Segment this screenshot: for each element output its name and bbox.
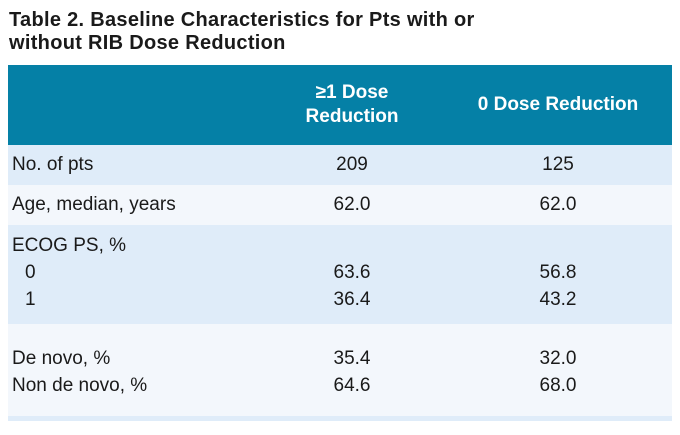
row-value-ge1-dose: 63.6: [333, 261, 371, 283]
table-bottom-strip: [8, 416, 672, 421]
row-label: Age, median, years: [12, 194, 176, 215]
table-row-de-novo: De novo, % 35.4 32.0: [8, 345, 672, 372]
header-cell-ge1-dose-reduction: ≥1 Dose Reduction: [260, 65, 444, 145]
table-group-de-novo: De novo, % 35.4 32.0 Non de novo, % 64.6…: [8, 324, 672, 416]
row-label: De novo, %: [12, 347, 111, 369]
header-cell-empty: [8, 65, 260, 145]
row-value-0-dose: 68.0: [539, 374, 577, 396]
table-group-age-median: Age, median, years 62.0 62.0: [8, 185, 672, 225]
row-value-ge1-dose: 62.0: [333, 194, 371, 215]
row-label: No. of pts: [12, 154, 94, 175]
table-group-ecog-ps: ECOG PS, % 0 63.6 56.8 1 36.4 43.2: [8, 225, 672, 324]
row-label: Non de novo, %: [12, 374, 148, 396]
row-value-0-dose: 56.8: [539, 261, 577, 283]
baseline-characteristics-table: ≥1 Dose Reduction 0 Dose Reduction No. o…: [8, 65, 672, 416]
table-row-age-median: Age, median, years 62.0 62.0: [8, 185, 672, 225]
header-label-0-dose-reduction: 0 Dose Reduction: [477, 94, 639, 115]
header-cell-0-dose-reduction: 0 Dose Reduction: [444, 65, 672, 145]
row-value-0-dose: 125: [542, 154, 574, 175]
row-value-0-dose: 62.0: [539, 194, 577, 215]
row-value-ge1-dose: 36.4: [333, 288, 371, 310]
table-row-ecog-ps-header: ECOG PS, %: [8, 232, 672, 259]
table-row-ecog-0: 0 63.6 56.8: [8, 259, 672, 286]
table-title-line-1: Table 2. Baseline Characteristics for Pt…: [9, 9, 475, 31]
table-row-non-de-novo: Non de novo, % 64.6 68.0: [8, 372, 672, 399]
row-value-ge1-dose: 35.4: [333, 347, 371, 369]
row-value-ge1-dose: 64.6: [333, 374, 371, 396]
row-label: ECOG PS, %: [12, 234, 127, 256]
row-label: 1: [25, 288, 36, 310]
row-value-0-dose: 43.2: [539, 288, 577, 310]
table-row-ecog-1: 1 36.4 43.2: [8, 286, 672, 313]
row-value-ge1-dose: 209: [336, 154, 368, 175]
row-value-0-dose: 32.0: [539, 347, 577, 369]
table-title-line-2: without RIB Dose Reduction: [9, 32, 286, 54]
row-label: 0: [25, 261, 36, 283]
table-row-no-of-pts: No. of pts 209 125: [8, 145, 672, 185]
table-header-row: ≥1 Dose Reduction 0 Dose Reduction: [8, 65, 672, 145]
page: Table 2. Baseline Characteristics for Pt…: [0, 9, 680, 435]
header-label-ge1-dose-reduction: ≥1 Dose Reduction: [305, 82, 399, 127]
table-group-no-of-pts: No. of pts 209 125: [8, 145, 672, 185]
table-title: Table 2. Baseline Characteristics for Pt…: [9, 9, 670, 55]
